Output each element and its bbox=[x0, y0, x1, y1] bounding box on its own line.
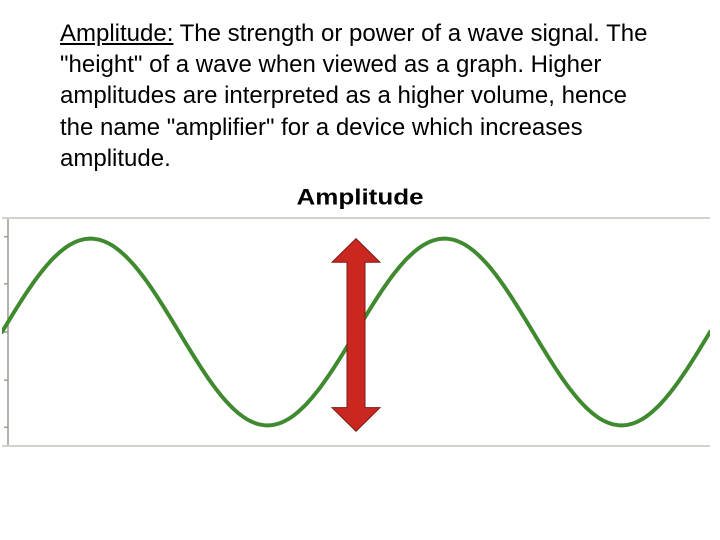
definition-paragraph: Amplitude: The strength or power of a wa… bbox=[60, 18, 660, 174]
amplitude-diagram bbox=[2, 217, 710, 447]
diagram-title: Amplitude bbox=[60, 184, 660, 210]
wave-svg bbox=[2, 219, 710, 445]
term-word: Amplitude: bbox=[60, 20, 173, 47]
slide: Amplitude: The strength or power of a wa… bbox=[0, 0, 720, 540]
amplitude-arrow-icon bbox=[332, 239, 380, 432]
